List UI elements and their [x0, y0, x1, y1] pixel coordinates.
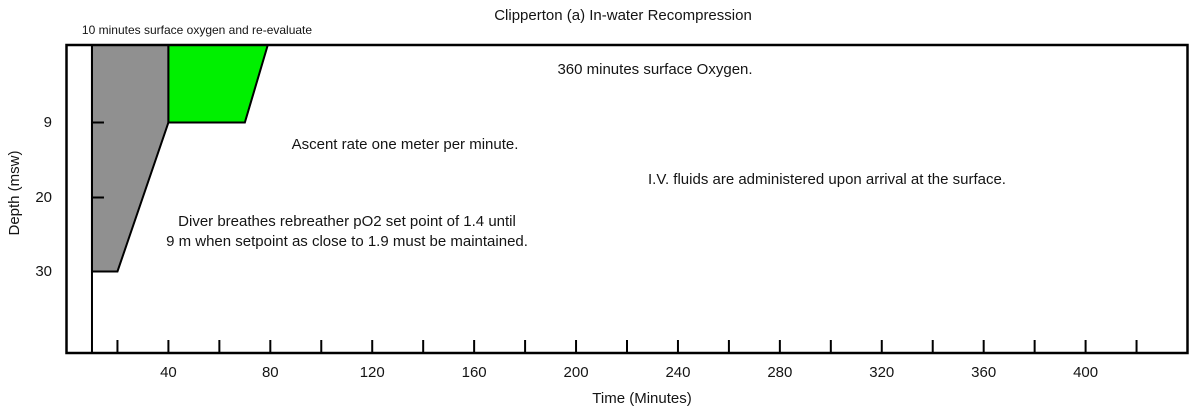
x-axis-tick-label: 160: [461, 364, 487, 381]
x-axis-tick-label: 80: [261, 364, 279, 381]
x-axis-tick-label: 360: [971, 364, 997, 381]
y-axis-tick-label: 9: [43, 113, 52, 131]
annotation-surface-interval: 10 minutes surface oxygen and re-evaluat…: [81, 22, 313, 37]
x-axis-tick-label: 40: [160, 364, 177, 381]
oxygen-9msw-phase-region: [167, 44, 270, 124]
annotation-rebreather-line1: Diver breathes rebreather pO2 set point …: [178, 213, 516, 230]
rebreather-po2-1.4-phase-region: [90, 44, 170, 273]
chart-title: Clipperton (a) In-water Recompression: [494, 7, 752, 24]
annotation-rebreather-line2: 9 m when setpoint as close to 1.9 must b…: [166, 233, 528, 250]
y-axis-tick-label: 20: [35, 188, 52, 206]
x-axis-tick-label: 280: [767, 364, 793, 381]
x-axis-tick-label: 200: [563, 364, 589, 381]
x-axis-title: Time (Minutes): [592, 390, 692, 407]
annotation-iv-fluids: I.V. fluids are administered upon arriva…: [648, 171, 1006, 188]
annotation-surface-oxygen: 360 minutes surface Oxygen.: [557, 61, 753, 78]
x-axis-tick-label: 400: [1073, 364, 1099, 381]
x-axis-tick-label: 320: [869, 364, 895, 381]
y-axis-tick-label: 30: [35, 262, 52, 280]
x-axis-tick-label: 240: [665, 364, 691, 381]
annotation-ascent-rate: Ascent rate one meter per minute.: [291, 136, 519, 153]
x-axis-tick-label: 120: [359, 364, 385, 381]
